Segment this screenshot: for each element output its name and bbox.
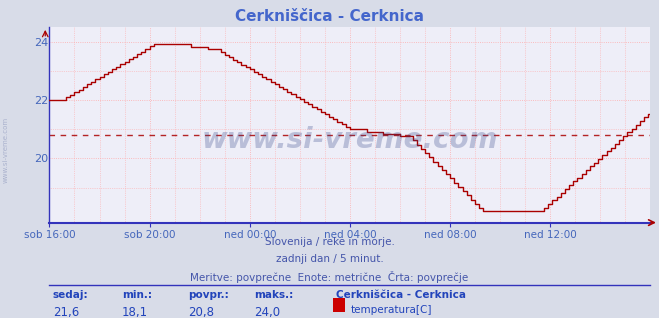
Text: Meritve: povprečne  Enote: metrične  Črta: povprečje: Meritve: povprečne Enote: metrične Črta:… [190,271,469,283]
Text: maks.:: maks.: [254,290,293,300]
Text: temperatura[C]: temperatura[C] [351,305,432,315]
Text: Cerkniščica - Cerknica: Cerkniščica - Cerknica [235,9,424,24]
Text: sedaj:: sedaj: [53,290,88,300]
Text: 24,0: 24,0 [254,306,280,318]
Text: 21,6: 21,6 [53,306,79,318]
Text: 18,1: 18,1 [122,306,148,318]
Text: Cerkniščica - Cerknica: Cerkniščica - Cerknica [336,290,466,300]
Text: zadnji dan / 5 minut.: zadnji dan / 5 minut. [275,254,384,264]
Text: povpr.:: povpr.: [188,290,229,300]
Text: Slovenija / reke in morje.: Slovenija / reke in morje. [264,237,395,247]
Text: www.si-vreme.com: www.si-vreme.com [202,127,498,155]
Text: min.:: min.: [122,290,152,300]
Text: 20,8: 20,8 [188,306,214,318]
Text: www.si-vreme.com: www.si-vreme.com [2,116,9,183]
